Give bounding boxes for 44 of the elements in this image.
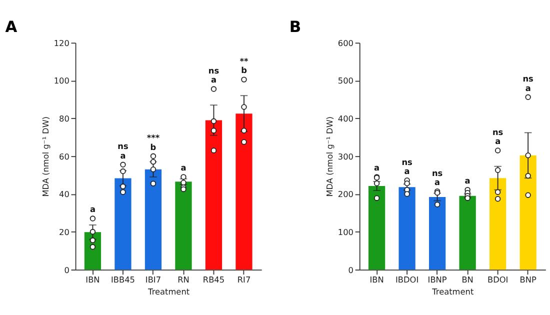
y-tick-label: 120 [54,38,70,48]
y-tick-label: 40 [59,189,70,200]
y-tick-label: 300 [338,151,354,162]
text: ns a [432,168,443,187]
chart-title: B [289,18,302,36]
y-tick-label: 500 [338,76,354,86]
y-tick-label: 100 [54,76,70,86]
y-tick-label: 80 [59,114,70,124]
y-tick-label: 60 [59,151,70,162]
x-tick-label: IBB45 [110,274,135,285]
y-tick-label: 0 [348,264,354,275]
x-tick-label: IBDOI [396,274,419,285]
text: ** b [240,56,248,76]
y-axis-title: MDA (nmol g⁻¹ DW) [40,116,50,197]
x-tick-label: BNP [520,274,536,285]
y-tick-label: 400 [338,114,354,124]
y-tick-label: 0 [64,264,70,275]
x-tick-label: RN [178,274,190,285]
text: *** b [146,132,160,152]
y-tick-label: 200 [338,189,354,200]
x-tick-label: IBN [86,274,100,285]
text: ns a [522,74,534,93]
x-tick-label: IBNP [428,274,447,285]
x-tick-label: RB45 [202,274,225,285]
y-tick-label: 600 [338,38,354,48]
text: ns a [402,156,412,176]
x-axis-title: Treatment [431,286,474,297]
x-tick-label: BN [462,274,474,285]
annotation: a [374,162,380,173]
text: ns a [208,66,220,85]
annotation: a [464,175,470,186]
annotation: a [90,204,96,214]
x-tick-label: IBN [370,274,384,285]
y-axis-title: MDA (nmol g⁻¹ DW) [324,116,334,197]
text: ns a [492,127,504,146]
x-axis-title: Treatment [147,286,190,297]
chart-title: A [5,18,18,36]
annotation: a [180,162,186,173]
x-tick-label: RI7 [237,274,251,285]
x-tick-label: BDOI [487,274,508,285]
y-tick-label: 100 [338,226,354,237]
text: ns a [118,141,128,160]
x-tick-label: IBI7 [145,274,162,285]
y-tick-label: 20 [59,226,70,237]
